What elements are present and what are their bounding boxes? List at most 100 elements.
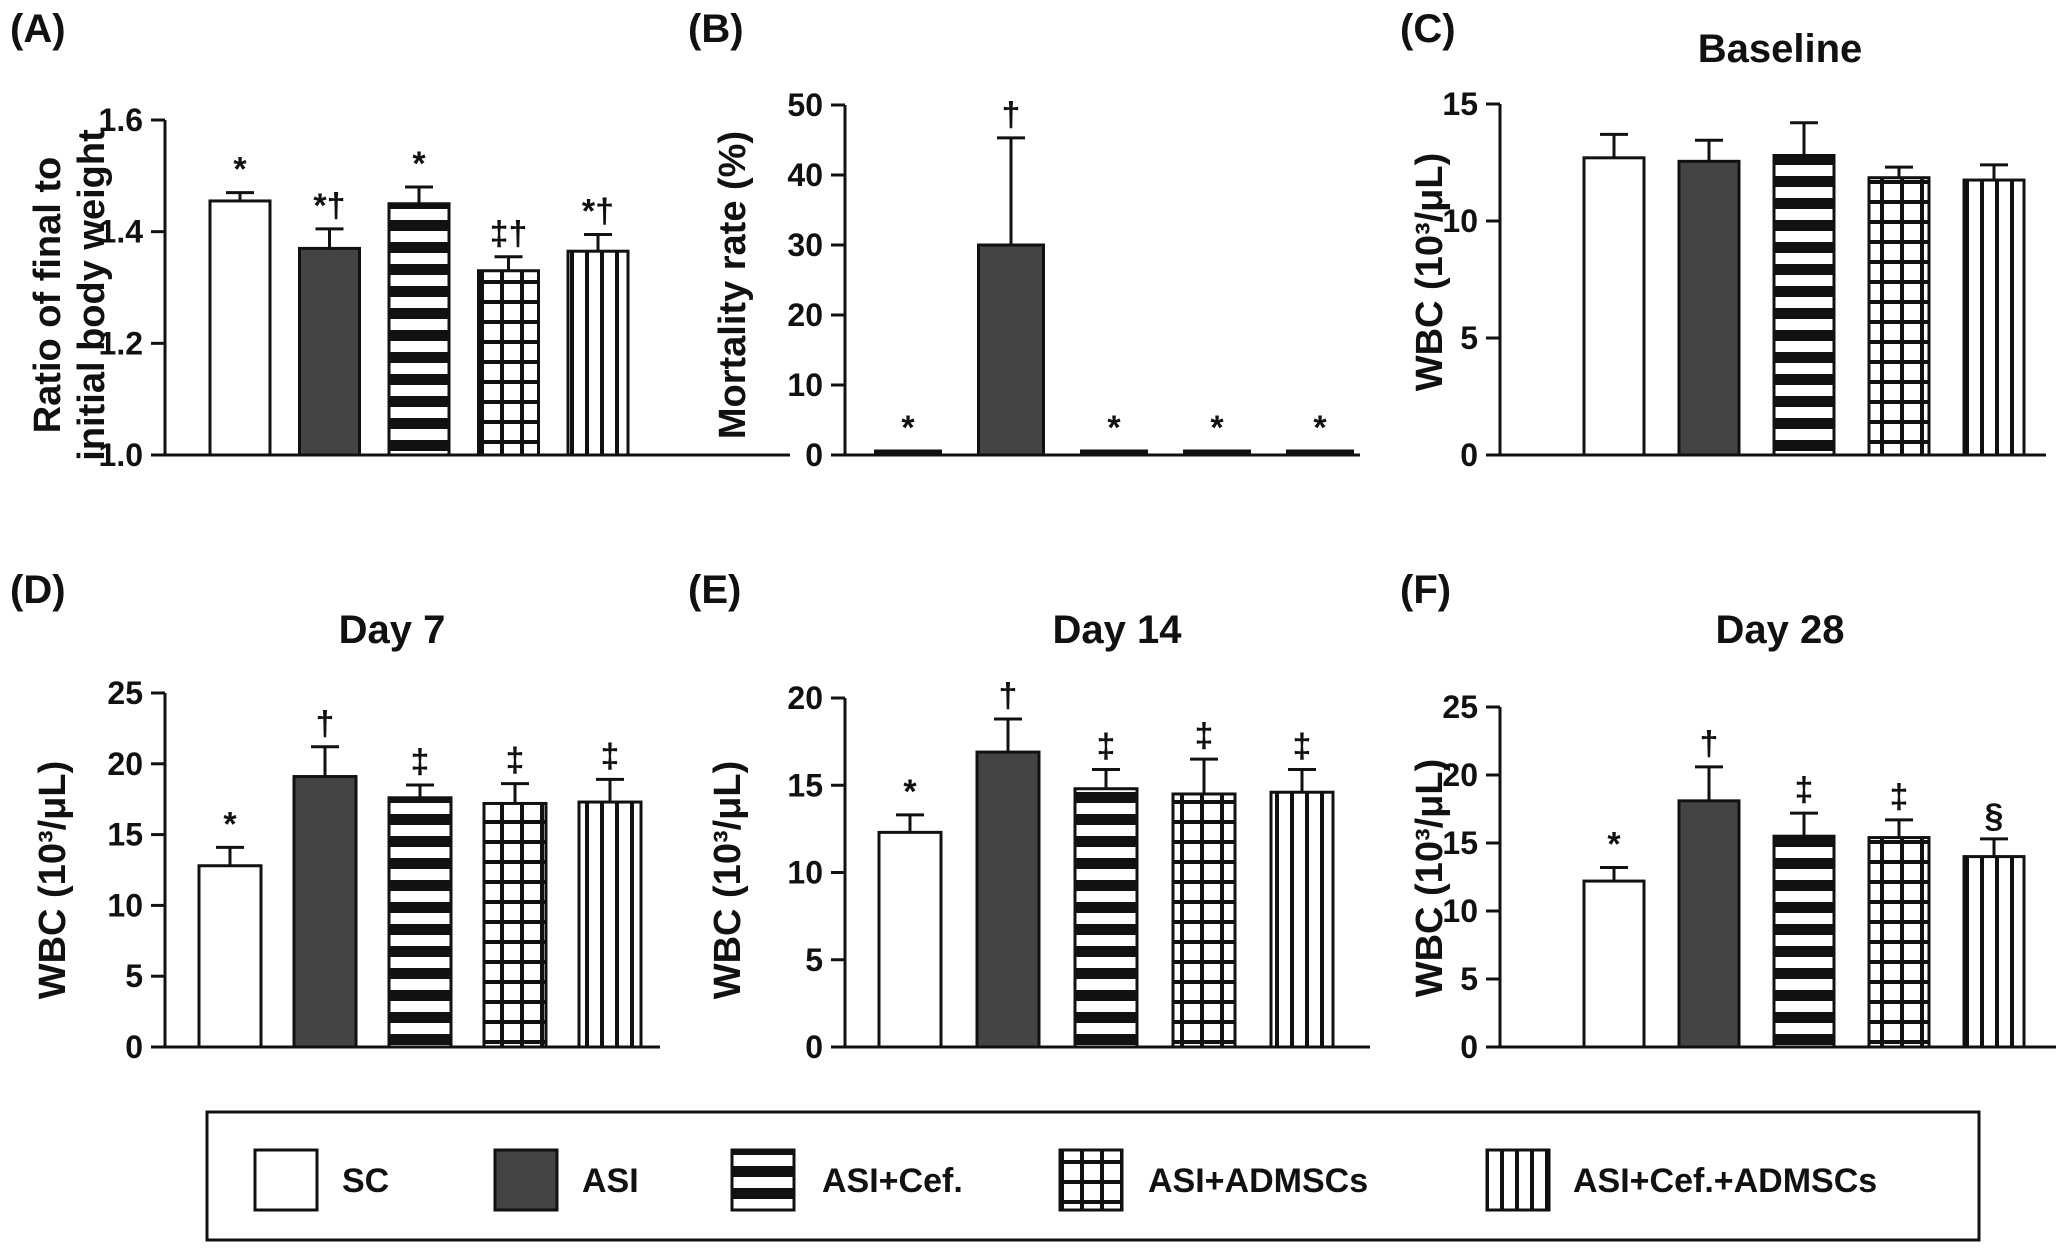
panel-label: (F) bbox=[1400, 568, 1451, 612]
bar-asi bbox=[977, 243, 1045, 457]
legend-label: ASI bbox=[582, 1162, 639, 1200]
y-axis-label: Ratio of final toinitial body weight bbox=[27, 129, 113, 461]
significance-label: * bbox=[903, 773, 917, 811]
bar-admsc bbox=[1171, 792, 1237, 1049]
bar-sc bbox=[1582, 156, 1646, 457]
panel-e: (E) Day 14 WBC (10³/μL) 0 5 10 15 20 * † ‡ ‡ ‡ bbox=[688, 568, 1370, 1065]
panel-b: (B) Mortality rate (%) 0 10 20 30 40 50 * † * * * bbox=[688, 7, 1360, 473]
panel-label: (E) bbox=[688, 568, 741, 612]
y-axis-label: WBC (10³/μL) bbox=[1409, 153, 1451, 392]
bar-asi bbox=[292, 775, 358, 1049]
bar-cef_admsc bbox=[1286, 449, 1354, 457]
significance-label: * bbox=[1210, 409, 1224, 447]
y-tick-label: 1.4 bbox=[99, 214, 144, 250]
legend: SC ASI ASI+Cef. ASI+ADMSCs ASI+Cef.+ADMSCs bbox=[205, 1110, 1981, 1242]
legend-item-asi: ASI bbox=[493, 1148, 639, 1212]
y-tick-label: 25 bbox=[107, 675, 143, 711]
y-tick-label: 5 bbox=[125, 958, 143, 994]
bar-sc bbox=[208, 199, 272, 457]
y-tick-label: 15 bbox=[1442, 825, 1478, 861]
bar-asi bbox=[1677, 799, 1741, 1049]
significance-label: † bbox=[1700, 725, 1719, 763]
y-tick-label: 1.2 bbox=[99, 325, 143, 361]
y-tick-label: 5 bbox=[1460, 961, 1478, 997]
significance-label: *† bbox=[582, 192, 614, 230]
y-tick-label: 50 bbox=[787, 87, 823, 123]
panel-title: Baseline bbox=[1698, 27, 1863, 71]
legend-label: SC bbox=[342, 1162, 389, 1200]
significance-label: * bbox=[901, 409, 915, 447]
y-tick-label: 1.0 bbox=[99, 437, 143, 473]
significance-label: † bbox=[316, 705, 335, 743]
bar-asi bbox=[298, 246, 361, 457]
bar-asi bbox=[1677, 159, 1741, 457]
bar-admsc bbox=[1183, 449, 1251, 457]
significance-label: § bbox=[1985, 797, 2004, 835]
significance-label: * bbox=[233, 151, 247, 189]
significance-label: ‡ bbox=[1097, 728, 1116, 766]
bar-sc bbox=[197, 864, 263, 1049]
y-tick-label: 10 bbox=[1442, 203, 1478, 239]
bar-cef bbox=[1772, 153, 1836, 457]
legend-label: ASI+ADMSCs bbox=[1148, 1162, 1368, 1200]
significance-label: * bbox=[223, 805, 237, 843]
significance-label: ‡ bbox=[1890, 778, 1909, 816]
legend-item-cef: ASI+Cef. bbox=[730, 1148, 963, 1212]
y-tick-label: 5 bbox=[805, 942, 823, 978]
y-tick-label: 20 bbox=[107, 746, 143, 782]
y-tick-label: 40 bbox=[787, 157, 823, 193]
legend-swatch bbox=[1485, 1148, 1551, 1212]
y-tick-label: 0 bbox=[1460, 437, 1478, 473]
significance-label: † bbox=[1002, 96, 1021, 134]
bar-cef bbox=[1073, 787, 1139, 1049]
significance-label: † bbox=[999, 677, 1018, 715]
significance-label: * bbox=[412, 145, 426, 183]
legend-item-sc: SC bbox=[253, 1148, 389, 1212]
panel-c: (C) Baseline WBC (10³/μL) 0 5 10 15 bbox=[1400, 7, 2046, 473]
significance-label: * bbox=[1313, 409, 1327, 447]
bar-sc bbox=[1582, 879, 1646, 1049]
y-tick-label: 15 bbox=[107, 817, 143, 853]
bar-cef_admsc bbox=[566, 249, 630, 457]
significance-label: ‡† bbox=[490, 215, 528, 253]
legend-label: ASI+Cef.+ADMSCs bbox=[1573, 1162, 1877, 1200]
significance-label: ‡ bbox=[506, 742, 525, 780]
significance-label: * bbox=[1107, 409, 1121, 447]
significance-label: ‡ bbox=[601, 737, 620, 775]
y-tick-label: 25 bbox=[1442, 689, 1478, 725]
y-tick-label: 15 bbox=[1442, 86, 1478, 122]
panel-d: (D) Day 7 WBC (10³/μL) 0 5 10 15 20 25 * † ‡ ‡ ‡ bbox=[10, 568, 660, 1065]
bar-sc bbox=[874, 449, 942, 457]
bar-cef bbox=[1772, 834, 1836, 1049]
bar-admsc bbox=[1867, 836, 1931, 1049]
y-axis-label: Mortality rate (%) bbox=[712, 131, 754, 439]
legend-swatch bbox=[493, 1148, 559, 1212]
y-tick-label: 1.6 bbox=[99, 102, 143, 138]
panel-label: (A) bbox=[10, 7, 66, 51]
legend-item-cef_admsc: ASI+Cef.+ADMSCs bbox=[1485, 1148, 1877, 1212]
bar-cef bbox=[387, 796, 453, 1049]
legend-swatch bbox=[253, 1148, 319, 1212]
bar-asi bbox=[975, 750, 1041, 1049]
panel-title: Day 7 bbox=[339, 608, 446, 652]
panel-label: (B) bbox=[688, 7, 744, 51]
y-tick-label: 15 bbox=[787, 767, 823, 803]
y-tick-label: 0 bbox=[1460, 1029, 1478, 1065]
significance-label: ‡ bbox=[1195, 717, 1214, 755]
significance-label: ‡ bbox=[411, 743, 430, 781]
significance-label: ‡ bbox=[1293, 728, 1312, 766]
y-tick-label: 10 bbox=[787, 367, 823, 403]
panel-f: (F) Day 28 WBC (10³/μL)0 5 10 15 20 25 * † ‡ ‡ § bbox=[1400, 568, 2056, 1065]
bar-cef bbox=[1080, 449, 1148, 457]
y-tick-label: 20 bbox=[787, 680, 823, 716]
bar-admsc bbox=[482, 801, 548, 1049]
panel-label: (C) bbox=[1400, 7, 1456, 51]
bar-cef bbox=[387, 202, 451, 457]
panel-title: Day 28 bbox=[1716, 608, 1845, 652]
y-tick-label: 5 bbox=[1460, 320, 1478, 356]
y-tick-label: 0 bbox=[805, 437, 823, 473]
bar-cef_admsc bbox=[577, 800, 643, 1049]
significance-label: *† bbox=[313, 187, 345, 225]
legend-label: ASI+Cef. bbox=[822, 1162, 963, 1200]
chart-panels: (A)Ratio of final toinitial body weight1… bbox=[10, 7, 2056, 1065]
